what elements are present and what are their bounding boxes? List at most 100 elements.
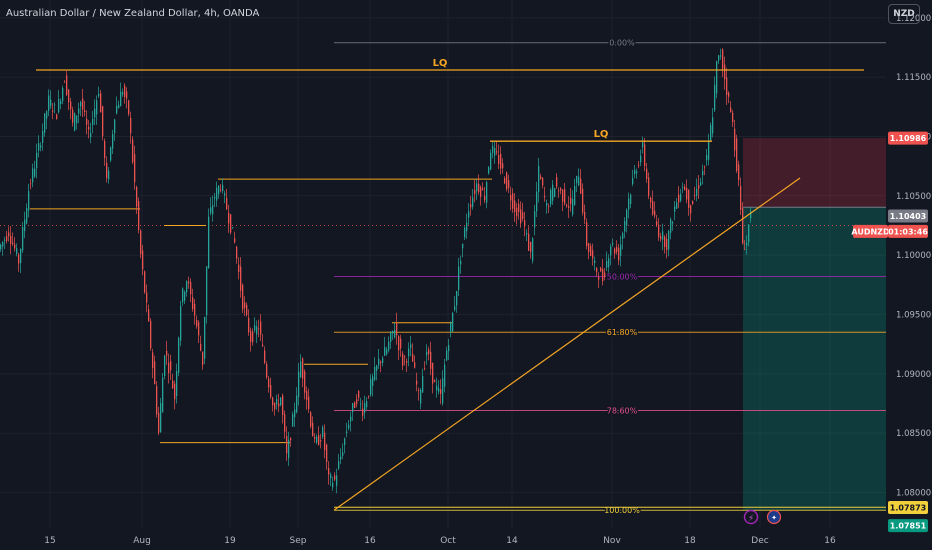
candle-body [260,321,262,335]
candle-body [734,128,736,151]
candle-body [382,358,384,363]
candle-body [170,360,172,371]
price-badge [888,131,928,145]
chart-title: Australian Dollar / New Zealand Dollar, … [6,8,260,19]
candle-body [540,176,542,179]
candle-body [146,292,148,303]
candle-body [732,112,734,123]
x-tick-label: 19 [224,536,236,546]
candle-body [650,197,652,203]
candle-body [576,175,578,184]
candle-body [564,189,566,204]
x-tick-label: Oct [440,536,456,546]
candle-body [630,194,632,204]
candle-body [92,119,94,125]
candle-body [402,353,404,366]
candle-body [430,351,432,369]
candle-body [156,386,158,415]
candle-body [350,416,352,422]
candle-body [120,91,122,107]
candle-body [242,284,244,310]
candle-body [420,389,422,404]
candle-body [22,227,24,251]
y-tick-label: 1.08500 [896,429,931,439]
candle-body [220,189,222,191]
candle-body [634,170,636,175]
candle-body [620,244,622,256]
liquidity-label: LQ [433,58,448,69]
candle-body [556,177,558,187]
candle-body [116,106,118,114]
candle-body [528,233,530,251]
candle-body [676,202,678,209]
candle-body [176,370,178,397]
candle-body [324,432,326,451]
candle-body [418,390,420,391]
candle-body [532,238,534,261]
candle-body [360,403,362,405]
candle-body [474,189,476,195]
stop-loss-zone [743,138,886,208]
currency-button[interactable]: NZD [888,4,920,24]
x-tick-label: 14 [506,536,518,546]
x-tick-label: 18 [684,536,696,546]
candle-body [588,243,590,253]
candle-body [254,325,256,331]
candle-body [78,108,80,114]
candle-body [736,138,738,171]
candle-body [68,89,70,103]
candle-body [334,475,336,480]
candle-body [362,408,364,416]
candle-body [518,203,520,212]
fib-level-label: 78.60% [607,407,638,416]
candle-body [290,438,292,441]
candle-body [280,397,282,406]
candle-body [740,185,742,210]
candle-body [720,55,722,57]
candle-body [122,92,124,95]
candle-body [606,260,608,268]
candle-body [492,146,494,153]
candle-body [582,188,584,213]
candle-body [12,242,14,245]
candle-body [378,358,380,366]
candle-body [38,143,40,151]
candle-body [288,439,290,459]
candle-body [346,431,348,433]
fib-level-label: 0.00% [609,39,635,48]
candle-body [338,461,340,469]
candle-body [372,376,374,386]
candle-body [20,248,22,264]
candle-body [118,104,120,109]
candle-body [580,178,582,194]
candle-body [200,343,202,351]
candle-body [436,385,438,391]
candle-body [610,246,612,256]
candle-body [148,309,150,322]
candle-body [184,291,186,301]
candle-body [592,250,594,259]
candle-body [446,350,448,361]
candle-body [272,397,274,406]
candle-body [142,250,144,270]
candle-body [208,216,210,268]
candle-body [672,222,674,224]
candle-body [58,99,60,113]
candle-body [656,221,658,226]
candle-body [450,322,452,333]
candle-body [704,166,706,168]
candle-body [110,147,112,161]
fib-level-label: 50.00% [607,272,638,281]
candle-body [44,113,46,133]
candle-body [98,93,100,97]
candle-body [54,104,56,106]
candle-body [42,130,44,143]
candle-body [278,403,280,407]
candle-body [140,230,142,255]
candle-body [34,168,36,177]
candle-body [268,378,270,388]
candle-body [90,133,92,138]
candle-body [114,119,116,133]
candle-body [14,244,16,249]
